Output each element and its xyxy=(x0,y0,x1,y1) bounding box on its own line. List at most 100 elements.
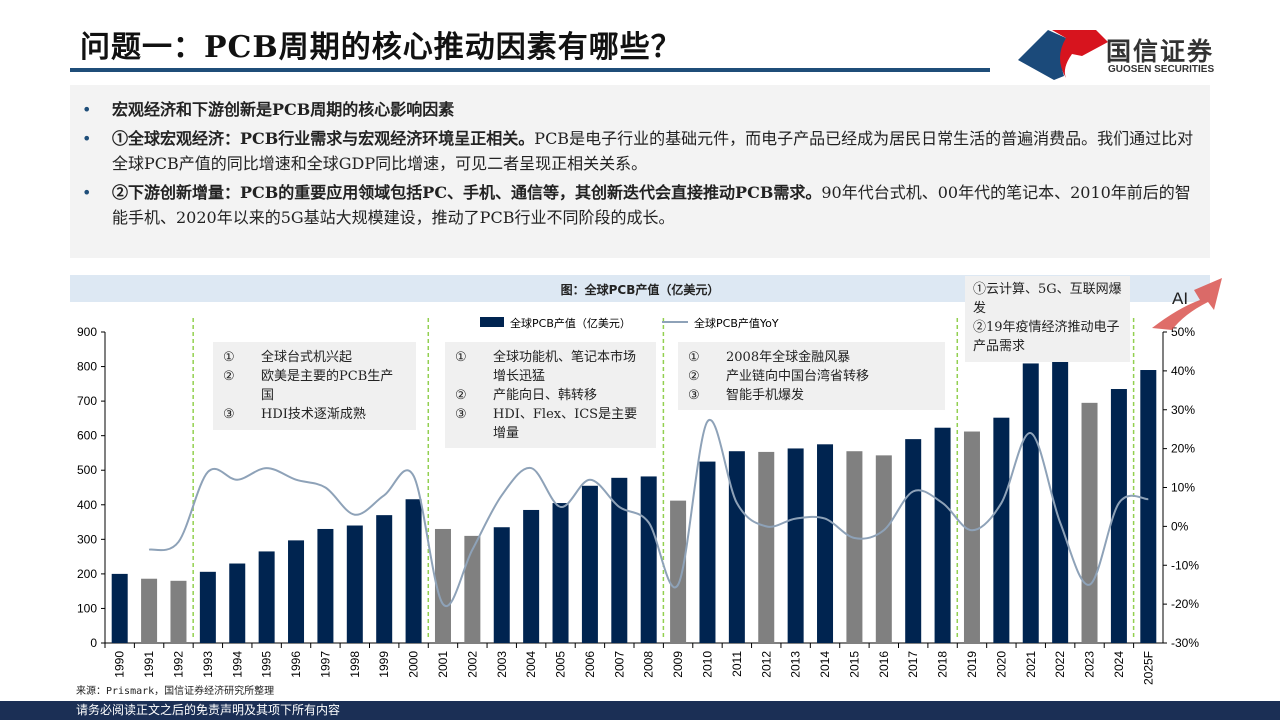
annotation-item: ② 产能向日、韩转移 xyxy=(455,386,646,405)
bar-1996 xyxy=(288,540,305,643)
bar-2011 xyxy=(728,451,745,643)
bullet-bold: 宏观经济和下游创新是PCB周期的核心影响因素 xyxy=(112,100,455,119)
brand-name-cn: 国信证券 xyxy=(1106,37,1215,66)
bar-2003 xyxy=(493,527,510,643)
x-tick-label: 2011 xyxy=(730,651,744,677)
x-tick-label: 1995 xyxy=(260,651,274,678)
bar-1995 xyxy=(258,551,275,643)
x-tick-label: 2019 xyxy=(965,651,979,678)
bar-1991 xyxy=(141,578,158,643)
annotation-item: ② 欧美是主要的PCB生产国 xyxy=(223,367,406,405)
page-title: 问题一：PCB周期的核心推动因素有哪些？ xyxy=(80,30,682,65)
annotation-number: ② xyxy=(223,369,235,384)
right-tick-label: 30% xyxy=(1171,403,1195,417)
x-tick-label: 2001 xyxy=(436,651,450,678)
annotation-text: HDI技术逐渐成熟 xyxy=(261,407,366,422)
source-note: 来源：Prismark，国信证券经济研究所整理 xyxy=(76,686,275,697)
left-tick-label: 100 xyxy=(77,601,97,615)
bar-2014 xyxy=(817,444,834,643)
x-tick-label: 2008 xyxy=(642,651,656,678)
annotation-text: ②19年疫情经济推动电子产品需求 xyxy=(973,320,1120,354)
bar-2006 xyxy=(581,485,598,643)
x-tick-label: 2020 xyxy=(994,651,1008,678)
bar-2020 xyxy=(993,417,1010,643)
x-tick-label: 2021 xyxy=(1024,651,1038,678)
x-tick-label: 2023 xyxy=(1083,651,1097,678)
bar-2009 xyxy=(670,500,687,643)
x-tick-label: 1990 xyxy=(113,651,127,678)
right-tick-label: -10% xyxy=(1171,558,1199,572)
x-tick-label: 2006 xyxy=(583,651,597,678)
bullet-text: PCB是电子行业的基础元件，而电子产品已经成为居民日常生活的普遍消费品。我们通过… xyxy=(112,129,1194,173)
bar-2017 xyxy=(905,439,922,643)
bar-1998 xyxy=(346,525,363,643)
bar-2002 xyxy=(464,535,481,643)
x-tick-label: 2007 xyxy=(612,651,626,678)
bullet-dot: • xyxy=(82,100,92,119)
annotation-text: ①云计算、5G、互联网爆发 xyxy=(973,282,1122,316)
annotation-number: ① xyxy=(455,350,467,365)
brand-name-en: GUOSEN SECURITIES xyxy=(1108,64,1215,75)
annotation-item: ① 2008年全球金融风暴 xyxy=(688,348,935,367)
left-tick-label: 600 xyxy=(77,429,97,443)
x-tick-label: 2013 xyxy=(789,651,803,678)
annotation-text: 全球功能机、笔记本市场增长迅猛 xyxy=(493,350,637,384)
bullet-text: 90年代台式机、00年代的笔记本、2010年前后的智能手机、2020年以来的5G… xyxy=(112,183,1191,227)
right-tick-label: 40% xyxy=(1171,364,1195,378)
annotation-2010s: ① 2008年全球金融风暴 ② 产业链向中国台湾省转移 ③ 智能手机爆发 xyxy=(678,342,945,410)
x-tick-label: 2015 xyxy=(847,651,861,678)
left-tick-label: 900 xyxy=(77,325,97,339)
annotation-item: ② 产业链向中国台湾省转移 xyxy=(688,367,935,386)
bar-2016 xyxy=(875,455,892,643)
x-tick-label: 2016 xyxy=(877,651,891,678)
bar-2023 xyxy=(1081,402,1098,643)
left-tick-label: 300 xyxy=(77,532,97,546)
left-tick-label: 400 xyxy=(77,498,97,512)
annotation-1990s: ① 全球台式机兴起 ② 欧美是主要的PCB生产国 ③ HDI技术逐渐成熟 xyxy=(213,342,416,430)
bullet-2: • ①全球宏观经济：PCB行业需求与宏观经济环境呈正相关。PCB是电子行业的基础元… xyxy=(82,126,1194,176)
x-tick-label: 2022 xyxy=(1053,651,1067,678)
bar-1997 xyxy=(317,528,334,643)
annotation-item: ① 全球功能机、笔记本市场增长迅猛 xyxy=(455,348,646,386)
annotation-number: ③ xyxy=(688,388,700,403)
bar-2018 xyxy=(934,427,951,643)
legend-bar-swatch xyxy=(480,317,504,327)
bar-1999 xyxy=(376,515,393,643)
x-tick-label: 1994 xyxy=(230,651,244,678)
x-tick-label: 2004 xyxy=(524,651,538,678)
bar-2024 xyxy=(1110,389,1127,643)
annotation-text: HDI、Flex、ICS是主要增量 xyxy=(493,407,638,441)
bullet-1: • 宏观经济和下游创新是PCB周期的核心影响因素 xyxy=(82,97,1194,122)
title-underline xyxy=(70,68,990,72)
bar-1994 xyxy=(229,563,246,643)
ai-label: AI xyxy=(1172,289,1189,308)
x-tick-label: 1993 xyxy=(201,651,215,678)
summary-box: • 宏观经济和下游创新是PCB周期的核心影响因素 • ①全球宏观经济：PCB行业需求… xyxy=(70,85,1210,258)
left-tick-label: 200 xyxy=(77,567,97,581)
annotation-text: 全球台式机兴起 xyxy=(261,350,353,365)
left-tick-label: 0 xyxy=(90,636,97,650)
legend-line-label: 全球PCB产值YoY xyxy=(694,316,779,330)
annotation-number: ③ xyxy=(223,407,235,422)
annotation-item: ②19年疫情经济推动电子产品需求 xyxy=(973,318,1122,356)
bar-2015 xyxy=(846,451,863,643)
x-tick-label: 2005 xyxy=(554,651,568,678)
left-tick-label: 700 xyxy=(77,394,97,408)
x-tick-label: 2018 xyxy=(936,651,950,678)
x-tick-label: 2009 xyxy=(671,651,685,678)
right-tick-label: 20% xyxy=(1171,442,1195,456)
annotation-number: ② xyxy=(455,388,467,403)
right-tick-label: -30% xyxy=(1171,636,1199,650)
bar-2022 xyxy=(1052,360,1069,643)
bar-2021 xyxy=(1022,363,1039,643)
bullet-dot: • xyxy=(82,183,92,202)
x-tick-label: 1991 xyxy=(142,651,156,678)
bar-2019 xyxy=(963,431,980,643)
right-tick-label: -20% xyxy=(1171,597,1199,611)
x-tick-label: 1998 xyxy=(348,651,362,678)
bar-2001 xyxy=(434,528,451,643)
bar-1992 xyxy=(170,580,187,643)
annotation-item: ① 全球台式机兴起 xyxy=(223,348,406,367)
bullet-bold: ②下游创新增量：PCB的重要应用领域包括PC、手机、通信等，其创新迭代会直接推动… xyxy=(112,183,822,202)
bar-2005 xyxy=(552,503,569,643)
